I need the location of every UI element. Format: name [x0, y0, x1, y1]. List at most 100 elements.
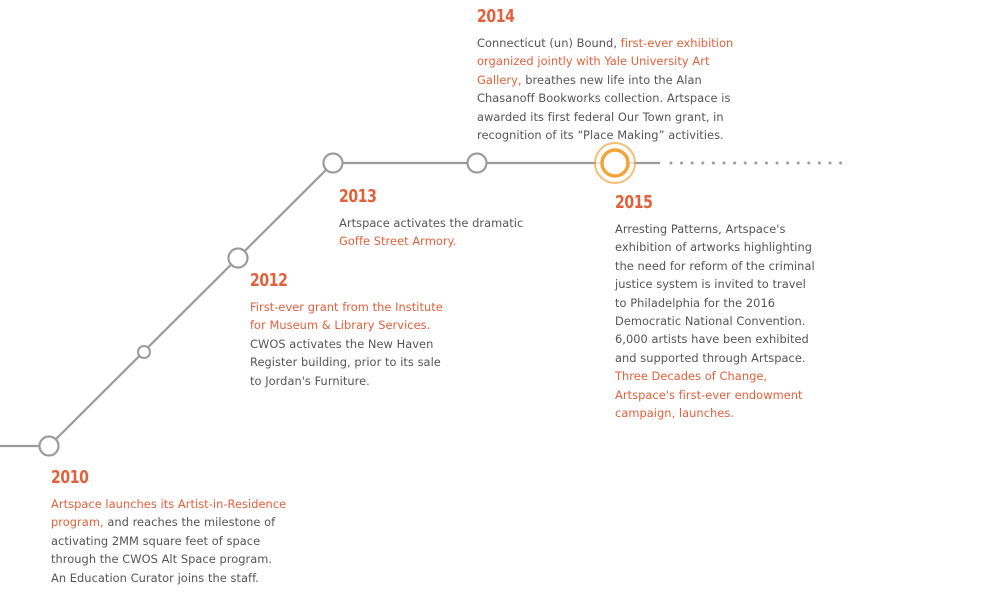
entry-description: Connecticut (un) Bound, first-ever exhib… [477, 34, 737, 144]
description-line: recognition of its “Place Making” activi… [477, 126, 737, 144]
future-dot [817, 161, 821, 165]
description-line: An Education Curator joins the staff. [51, 569, 291, 587]
future-dot [754, 161, 758, 165]
entry-2010: 2010 Artspace launches its Artist-in-Res… [51, 467, 291, 587]
description-line: and supported through Artspace. [615, 349, 825, 367]
entry-description: Artspace activates the dramatic Goffe Str… [339, 214, 539, 251]
body-text: activating 2MM square feet of space [51, 533, 261, 548]
description-line: Artspace launches its Artist-in-Residenc… [51, 495, 291, 513]
future-dot [828, 161, 832, 165]
description-line: campaign, launches. [615, 404, 825, 422]
future-dot [680, 161, 684, 165]
description-line: Artspace activates the dramatic [339, 214, 539, 232]
description-line: through the CWOS Alt Space program. [51, 550, 291, 568]
future-dot [775, 161, 779, 165]
body-text: to Jordan's Furniture. [250, 373, 370, 388]
entry-description: Arresting Patterns, Artspace's exhibition… [615, 220, 825, 422]
highlight-text: program, [51, 515, 104, 530]
body-text: awarded its first federal Our Town grant… [477, 109, 724, 124]
highlight-text: Three Decades of Change, [615, 369, 768, 384]
highlight-text: Goffe Street Armory. [339, 234, 457, 249]
node-2012[interactable] [227, 247, 249, 269]
body-text: and supported through Artspace. [615, 350, 806, 365]
entry-year: 2014 [477, 6, 515, 27]
future-dot [743, 161, 747, 165]
future-dot [796, 161, 800, 165]
node-2010[interactable] [38, 435, 60, 457]
description-line: Goffe Street Armory. [339, 232, 539, 250]
body-text: CWOS activates the New Haven [250, 336, 434, 351]
description-line: First-ever grant from the Institute [250, 298, 460, 316]
description-line: Connecticut (un) Bound, first-ever exhib… [477, 34, 737, 52]
timeline-path [0, 161, 660, 448]
body-text: 6,000 artists have been exhibited [615, 332, 809, 347]
description-line: Artspace's first-ever endowment [615, 386, 825, 404]
body-text: Chasanoff Bookworks collection. Artspace… [477, 91, 731, 106]
body-text: Artspace activates the dramatic [339, 216, 524, 230]
future-dot [722, 161, 726, 165]
future-dot [669, 161, 673, 165]
node-2013[interactable] [322, 152, 344, 174]
future-dot [807, 161, 811, 165]
highlight-text: campaign, launches. [615, 406, 734, 421]
node-minor [137, 345, 151, 359]
description-line: the need for reform of the criminal [615, 257, 825, 275]
future-dot [786, 161, 790, 165]
node-2014[interactable] [466, 152, 488, 174]
description-line: awarded its first federal Our Town grant… [477, 108, 737, 126]
highlight-text: Artspace launches its Artist-in-Residenc… [51, 497, 287, 511]
entry-2013: 2013 Artspace activates the dramatic Goff… [339, 186, 539, 251]
body-text: to Philadelphia for the 2016 [615, 295, 776, 310]
highlight-text: first-ever exhibition [620, 36, 734, 50]
description-line: to Jordan's Furniture. [250, 372, 460, 390]
entry-year: 2010 [51, 467, 89, 488]
description-line: exhibition of artworks highlighting [615, 238, 825, 256]
description-line: CWOS activates the New Haven [250, 335, 460, 353]
highlight-text: First-ever grant from the Institute [250, 300, 443, 314]
body-text: the need for reform of the criminal [615, 258, 815, 273]
entry-2012: 2012 First-ever grant from the Institute… [250, 270, 460, 390]
timeline-future-dots [669, 161, 843, 165]
description-line: to Philadelphia for the 2016 [615, 294, 825, 312]
body-text: through the CWOS Alt Space program. [51, 552, 273, 567]
body-text: and reaches the milestone of [103, 515, 276, 530]
body-text: recognition of its “Place Making” activi… [477, 128, 724, 143]
entry-description: Artspace launches its Artist-in-Residenc… [51, 495, 291, 587]
description-line: activating 2MM square feet of space [51, 532, 291, 550]
body-text: breathes new life into the Alan [521, 72, 702, 87]
description-line: Gallery, breathes new life into the Alan [477, 71, 737, 89]
description-line: program, and reaches the milestone of [51, 513, 291, 531]
description-line: Chasanoff Bookworks collection. Artspace… [477, 89, 737, 107]
future-dot [711, 161, 715, 165]
future-dot [733, 161, 737, 165]
entry-description: First-ever grant from the Institute for M… [250, 298, 460, 390]
future-dot [839, 161, 843, 165]
entry-year: 2012 [250, 270, 288, 291]
entry-2014: 2014 Connecticut (un) Bound, first-ever … [477, 6, 737, 144]
description-line: Three Decades of Change, [615, 367, 825, 385]
body-text: Connecticut (un) Bound, [477, 36, 621, 50]
body-text: Arresting Patterns, Artspace's [615, 222, 786, 236]
future-dot [764, 161, 768, 165]
future-dot [701, 161, 705, 165]
body-text: Register building, prior to its sale [250, 355, 441, 370]
description-line: organized jointly with Yale University A… [477, 52, 737, 70]
highlight-text: organized jointly with Yale University A… [477, 54, 710, 69]
entry-year: 2015 [615, 192, 653, 213]
entry-2015: 2015 Arresting Patterns, Artspace's exhib… [615, 192, 825, 422]
entry-year: 2013 [339, 186, 377, 207]
node-2015-current[interactable] [594, 142, 636, 184]
body-text: Democratic National Convention. [615, 314, 806, 329]
body-text: exhibition of artworks highlighting [615, 240, 813, 255]
description-line: justice system is invited to travel [615, 275, 825, 293]
description-line: Arresting Patterns, Artspace's [615, 220, 825, 238]
description-line: Register building, prior to its sale [250, 353, 460, 371]
future-dot [690, 161, 694, 165]
body-text: An Education Curator joins the staff. [51, 570, 259, 585]
description-line: 6,000 artists have been exhibited [615, 330, 825, 348]
description-line: for Museum & Library Services. [250, 316, 460, 334]
highlight-text: for Museum & Library Services. [250, 318, 431, 333]
description-line: Democratic National Convention. [615, 312, 825, 330]
highlight-text: Gallery, [477, 72, 522, 87]
